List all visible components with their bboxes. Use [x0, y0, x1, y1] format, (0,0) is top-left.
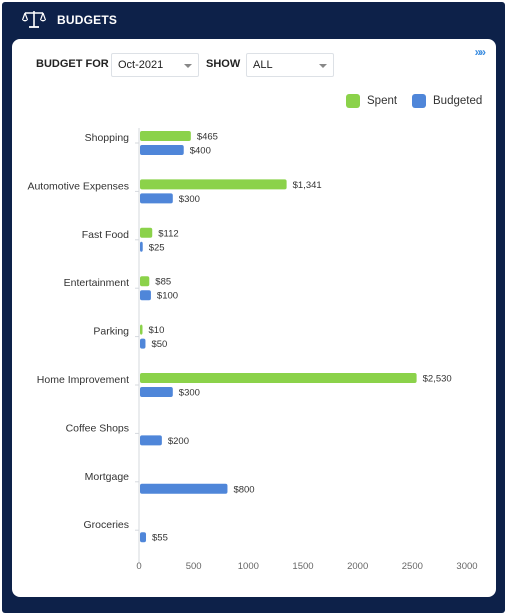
spent-bar[interactable]	[140, 179, 287, 190]
x-tick-label: 2000	[347, 561, 368, 572]
legend-label-budgeted: Budgeted	[433, 95, 483, 107]
spent-bar[interactable]	[140, 227, 153, 238]
budgeted-bar[interactable]	[140, 145, 184, 155]
show-label: SHOW	[206, 58, 241, 70]
data-label: $112	[158, 228, 178, 239]
data-label: $85	[155, 277, 171, 288]
category-label: Groceries	[83, 519, 129, 531]
show-value: ALL	[253, 59, 273, 71]
data-label: $1,341	[293, 180, 322, 191]
spent-bar[interactable]	[140, 276, 150, 287]
spent-bar[interactable]	[140, 131, 191, 141]
show-select[interactable]: ALL	[246, 53, 334, 77]
category-label: Parking	[93, 326, 129, 338]
budgeted-bar[interactable]	[140, 532, 147, 543]
category-label: Fast Food	[82, 229, 129, 241]
budget-for-value: Oct-2021	[118, 59, 164, 71]
expand-icon[interactable]: »»	[474, 45, 486, 59]
scales-icon	[22, 11, 46, 28]
data-label: $800	[233, 484, 254, 495]
data-label: $55	[152, 533, 168, 544]
data-label: $300	[179, 388, 200, 399]
budgeted-bar[interactable]	[140, 338, 146, 349]
data-label: $400	[190, 146, 211, 157]
data-label: $300	[179, 194, 200, 205]
budget-bar-chart: Shopping $465 $400 Automotive Expenses $1,34…	[27, 128, 478, 572]
budgeted-bar[interactable]	[140, 193, 173, 204]
budgeted-bar[interactable]	[140, 290, 151, 301]
category-label: Entertainment	[64, 277, 129, 289]
legend-label-spent: Spent	[367, 95, 398, 107]
x-tick-label: 1000	[238, 561, 259, 572]
data-label: $465	[197, 132, 218, 143]
category-label: Automotive Expenses	[27, 180, 129, 192]
category-label: Coffee Shops	[66, 422, 129, 434]
data-label: $50	[151, 339, 167, 350]
data-label: $2,530	[423, 374, 452, 385]
budget-for-label: BUDGET FOR	[36, 58, 109, 70]
budgeted-bar[interactable]	[140, 483, 228, 494]
data-label: $10	[149, 325, 165, 336]
widget-title: BUDGETS	[57, 13, 118, 27]
legend-swatch-budgeted[interactable]	[412, 94, 426, 108]
legend-swatch-spent[interactable]	[346, 94, 360, 108]
x-tick-label: 3000	[456, 561, 477, 572]
x-tick-label: 1500	[292, 561, 313, 572]
budget-for-select[interactable]: Oct-2021	[111, 53, 199, 77]
category-label: Home Improvement	[37, 374, 129, 386]
data-label: $25	[149, 242, 165, 253]
data-label: $200	[168, 436, 189, 447]
widget-header: BUDGETS	[2, 2, 505, 38]
x-tick-label: 500	[186, 561, 202, 572]
chevron-down-icon	[184, 64, 192, 68]
budgeted-bar[interactable]	[140, 387, 173, 397]
spent-bar[interactable]	[140, 373, 417, 383]
category-label: Mortgage	[85, 471, 130, 483]
data-label: $100	[157, 291, 178, 302]
chevron-down-icon	[319, 64, 327, 68]
budgeted-bar[interactable]	[140, 435, 162, 446]
category-label: Shopping	[85, 132, 130, 144]
spent-bar[interactable]	[140, 324, 143, 335]
x-tick-label: 0	[136, 561, 141, 572]
x-tick-label: 2500	[402, 561, 423, 572]
budget-card: »» BUDGET FOR Oct-2021 SHOW ALL Spent Bu…	[12, 39, 496, 597]
budgeted-bar[interactable]	[140, 241, 143, 252]
